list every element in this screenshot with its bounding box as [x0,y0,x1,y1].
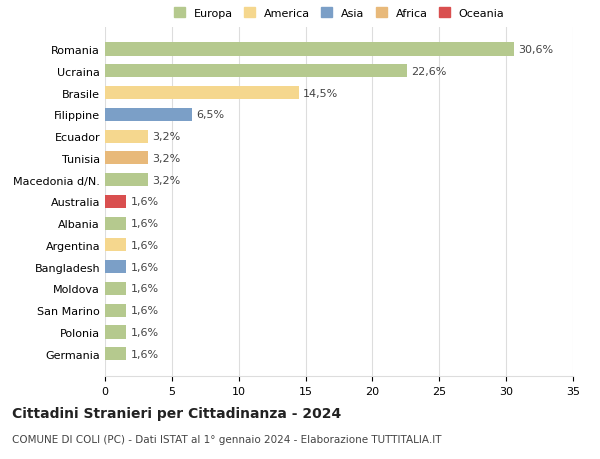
Bar [105,109,192,122]
Legend: Europa, America, Asia, Africa, Oceania: Europa, America, Asia, Africa, Oceania [173,8,505,18]
Bar [105,130,148,143]
Text: 3,2%: 3,2% [152,153,180,163]
Text: 14,5%: 14,5% [303,89,338,98]
Text: 1,6%: 1,6% [130,241,158,251]
Bar [105,217,127,230]
Bar [105,174,148,187]
Text: 6,5%: 6,5% [196,110,224,120]
Text: 3,2%: 3,2% [152,175,180,185]
Bar [105,239,127,252]
Bar [105,326,127,339]
Text: 1,6%: 1,6% [130,218,158,229]
Text: 22,6%: 22,6% [411,67,446,77]
Bar [105,304,127,317]
Bar [105,44,514,56]
Text: 1,6%: 1,6% [130,349,158,359]
Text: 30,6%: 30,6% [518,45,553,55]
Text: 1,6%: 1,6% [130,197,158,207]
Text: 1,6%: 1,6% [130,262,158,272]
Bar [105,152,148,165]
Bar [105,347,127,360]
Bar [105,65,407,78]
Text: 3,2%: 3,2% [152,132,180,142]
Bar [105,87,299,100]
Bar [105,196,127,208]
Text: 1,6%: 1,6% [130,306,158,315]
Text: COMUNE DI COLI (PC) - Dati ISTAT al 1° gennaio 2024 - Elaborazione TUTTITALIA.IT: COMUNE DI COLI (PC) - Dati ISTAT al 1° g… [12,434,442,444]
Text: Cittadini Stranieri per Cittadinanza - 2024: Cittadini Stranieri per Cittadinanza - 2… [12,406,341,420]
Bar [105,261,127,274]
Text: 1,6%: 1,6% [130,284,158,294]
Text: 1,6%: 1,6% [130,327,158,337]
Bar [105,282,127,295]
